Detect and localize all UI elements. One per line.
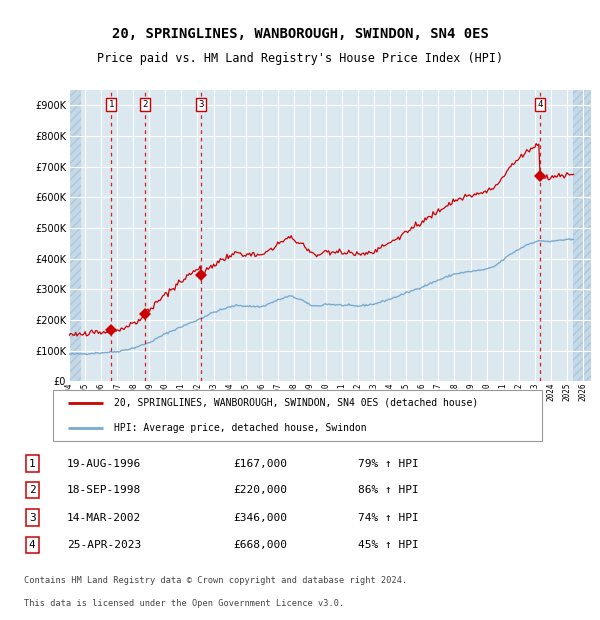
Text: 1: 1 [109, 100, 114, 109]
Text: 20, SPRINGLINES, WANBOROUGH, SWINDON, SN4 0ES (detached house): 20, SPRINGLINES, WANBOROUGH, SWINDON, SN… [113, 397, 478, 407]
Text: 4: 4 [538, 100, 543, 109]
Text: 25-APR-2023: 25-APR-2023 [67, 540, 141, 550]
Text: Price paid vs. HM Land Registry's House Price Index (HPI): Price paid vs. HM Land Registry's House … [97, 53, 503, 65]
Text: £167,000: £167,000 [234, 459, 288, 469]
Text: 79% ↑ HPI: 79% ↑ HPI [358, 459, 418, 469]
Text: 3: 3 [29, 513, 35, 523]
Text: 2: 2 [142, 100, 148, 109]
Text: £668,000: £668,000 [234, 540, 288, 550]
Text: 1: 1 [29, 459, 35, 469]
Text: 18-SEP-1998: 18-SEP-1998 [67, 485, 141, 495]
Text: 2: 2 [29, 485, 35, 495]
Text: 4: 4 [29, 540, 35, 550]
Text: This data is licensed under the Open Government Licence v3.0.: This data is licensed under the Open Gov… [23, 599, 344, 608]
Text: 14-MAR-2002: 14-MAR-2002 [67, 513, 141, 523]
FancyBboxPatch shape [53, 390, 542, 441]
Text: 19-AUG-1996: 19-AUG-1996 [67, 459, 141, 469]
Text: £220,000: £220,000 [234, 485, 288, 495]
Text: 86% ↑ HPI: 86% ↑ HPI [358, 485, 418, 495]
Text: 74% ↑ HPI: 74% ↑ HPI [358, 513, 418, 523]
Text: 45% ↑ HPI: 45% ↑ HPI [358, 540, 418, 550]
Bar [69, 90, 81, 381]
Text: 3: 3 [198, 100, 203, 109]
Text: Contains HM Land Registry data © Crown copyright and database right 2024.: Contains HM Land Registry data © Crown c… [23, 575, 407, 585]
Bar [574, 90, 591, 381]
Text: HPI: Average price, detached house, Swindon: HPI: Average price, detached house, Swin… [113, 423, 366, 433]
Text: £346,000: £346,000 [234, 513, 288, 523]
Text: 20, SPRINGLINES, WANBOROUGH, SWINDON, SN4 0ES: 20, SPRINGLINES, WANBOROUGH, SWINDON, SN… [112, 27, 488, 41]
